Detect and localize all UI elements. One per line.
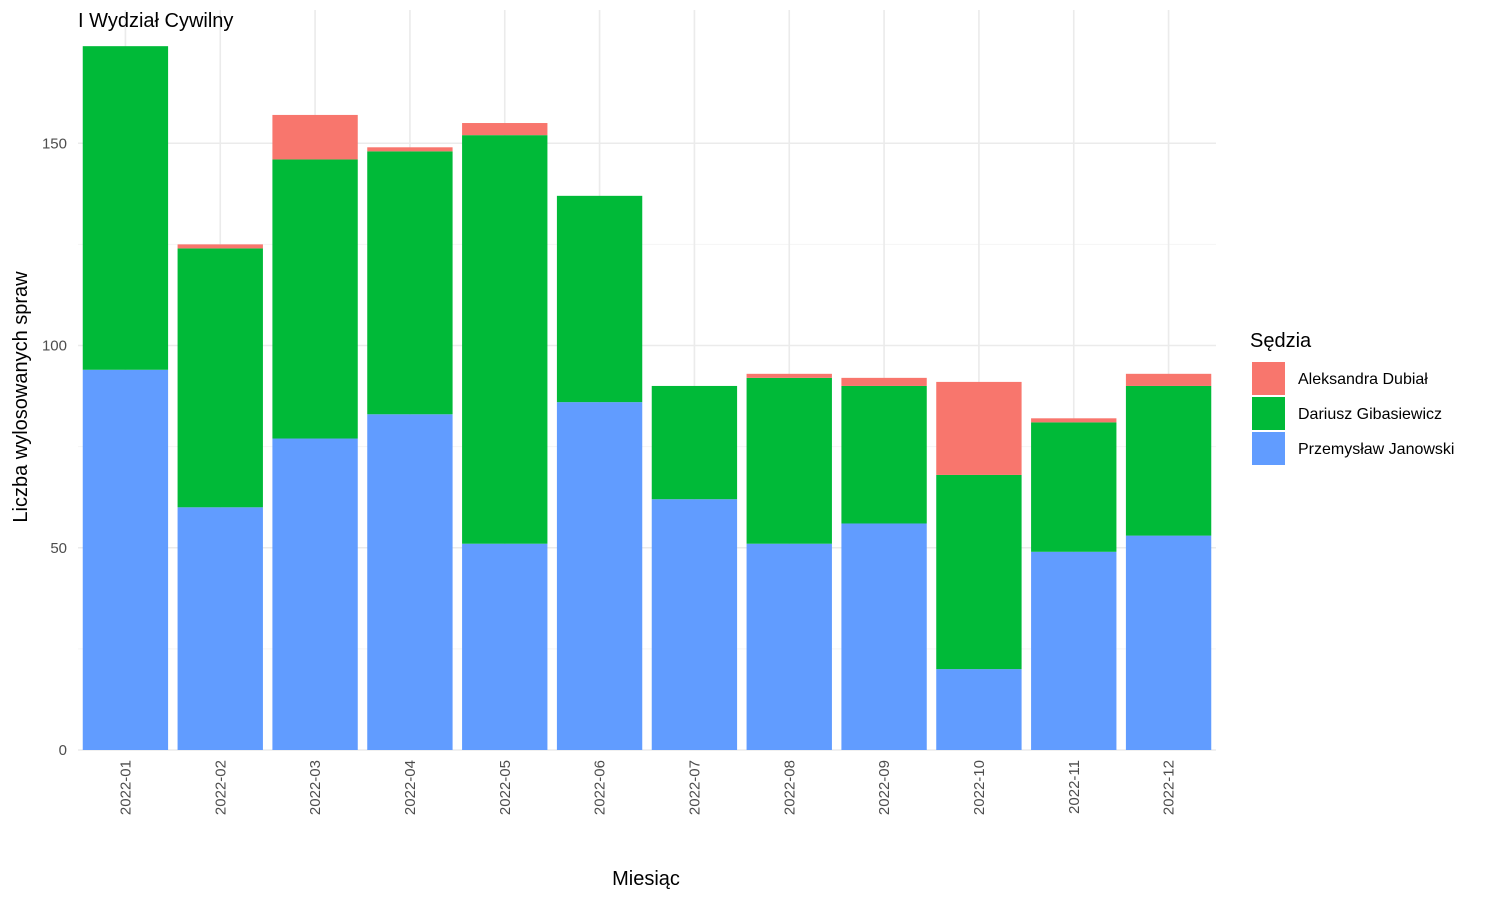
chart-title: I Wydział Cywilny xyxy=(78,10,233,32)
bar-segment xyxy=(272,438,358,750)
x-axis-ticks: 2022-01 2022-02 2022-03 2022-04 2022-05 2022-… xyxy=(117,760,1177,815)
x-tick-label: 2022-03 xyxy=(307,760,324,815)
x-axis-title: Miesiąc xyxy=(612,868,680,890)
bar-segment xyxy=(651,385,738,500)
bar-segment xyxy=(1125,535,1212,750)
legend-label: Przemysław Janowski xyxy=(1298,441,1454,458)
bar-segment xyxy=(177,248,263,508)
bar-segment xyxy=(936,381,1022,475)
bar-segment xyxy=(936,474,1022,670)
bar-segment xyxy=(746,543,832,750)
x-tick-label: 2022-12 xyxy=(1161,760,1178,815)
x-tick-label: 2022-11 xyxy=(1066,760,1083,814)
x-tick-label: 2022-10 xyxy=(971,760,988,815)
bar-segment xyxy=(1125,373,1212,386)
x-tick-label: 2022-08 xyxy=(781,760,798,815)
bar-segment xyxy=(462,135,548,544)
bar-segment xyxy=(177,507,263,750)
legend-label: Dariusz Gibasiewicz xyxy=(1298,406,1442,423)
bar-segment xyxy=(556,402,643,750)
y-axis-title: Liczba wylosowanych spraw xyxy=(10,271,32,523)
bar-segment xyxy=(367,414,453,750)
x-tick-label: 2022-07 xyxy=(686,760,703,815)
bar-segment xyxy=(82,369,169,750)
bar-segment xyxy=(841,377,927,386)
bar-segment xyxy=(1125,385,1212,536)
bar-segment xyxy=(1031,551,1117,750)
bar-segment xyxy=(556,195,643,403)
bar-segment xyxy=(936,669,1022,750)
bar-segment xyxy=(177,244,263,249)
x-tick-label: 2022-02 xyxy=(212,760,229,815)
bar-segment xyxy=(462,543,548,750)
x-tick-label: 2022-04 xyxy=(402,760,419,815)
legend-swatch xyxy=(1252,362,1285,395)
bar-segment xyxy=(746,377,832,544)
bar-segment xyxy=(272,159,358,439)
legend-swatch xyxy=(1252,432,1285,465)
bar-segment xyxy=(82,46,169,370)
bar-segment xyxy=(462,123,548,136)
bar-segment xyxy=(841,523,927,750)
y-tick-label: 150 xyxy=(42,135,67,152)
y-tick-label: 0 xyxy=(59,742,67,759)
x-tick-label: 2022-05 xyxy=(497,760,514,815)
y-tick-label: 100 xyxy=(42,338,67,355)
bar-segment xyxy=(651,499,738,750)
y-axis-ticks: 0 50 100 150 xyxy=(42,135,67,759)
y-tick-label: 50 xyxy=(50,540,67,557)
bars xyxy=(82,46,1212,750)
bar-segment xyxy=(367,151,453,415)
bar-segment xyxy=(272,114,358,160)
x-tick-label: 2022-01 xyxy=(117,760,134,815)
bar-segment xyxy=(367,147,453,152)
bar-segment xyxy=(1031,418,1117,423)
bar-segment xyxy=(1031,422,1117,552)
legend-label: Aleksandra Dubiał xyxy=(1298,371,1428,388)
bar-segment xyxy=(746,373,832,378)
x-tick-label: 2022-09 xyxy=(876,760,893,815)
legend-title: Sędzia xyxy=(1250,330,1312,352)
legend-swatch xyxy=(1252,397,1285,430)
legend: Sędzia Aleksandra Dubiał Dariusz Gibasiew… xyxy=(1250,330,1454,465)
bar-segment xyxy=(841,385,927,524)
x-tick-label: 2022-06 xyxy=(592,760,609,815)
